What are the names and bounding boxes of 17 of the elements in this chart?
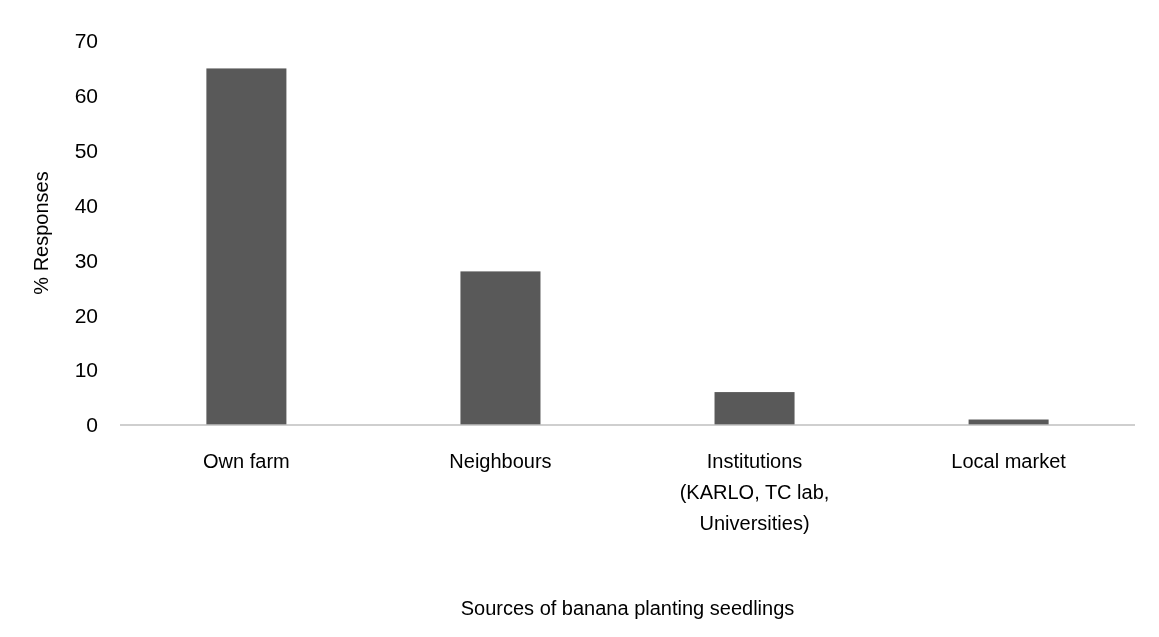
x-tick-label: Institutions (KARLO, TC lab, Universities) <box>679 450 830 534</box>
y-tick-label: 40 <box>74 193 98 217</box>
y-tick-label: 70 <box>74 29 98 53</box>
y-tick-label: 10 <box>74 358 98 382</box>
x-tick-label: Local market <box>951 450 1067 472</box>
bar <box>206 68 287 425</box>
y-tick-label: 50 <box>74 139 98 163</box>
x-tick-label: Own farm <box>203 450 290 472</box>
bar <box>460 271 541 425</box>
bar <box>714 392 795 425</box>
y-tick-label: 0 <box>86 413 98 437</box>
x-axis-title: Sources of banana planting seedlings <box>460 597 795 619</box>
y-tick-label: 60 <box>74 84 98 108</box>
x-tick-label: Neighbours <box>449 450 552 472</box>
y-tick-label: 30 <box>74 248 98 272</box>
y-tick-label: 20 <box>74 303 98 327</box>
y-axis-title: % Responses <box>30 171 52 295</box>
